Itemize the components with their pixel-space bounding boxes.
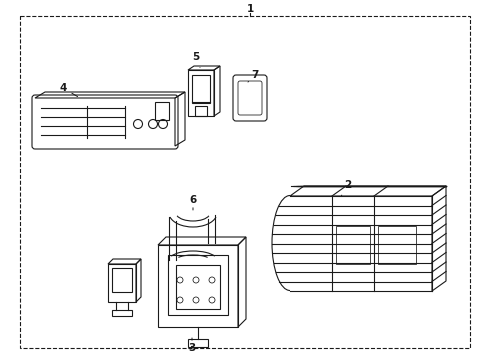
Bar (176, 265, 220, 309)
Bar (188, 70, 214, 116)
Text: 2: 2 (342, 180, 352, 195)
Bar (108, 264, 136, 302)
Bar (168, 255, 228, 315)
Bar (192, 75, 210, 103)
Text: 7: 7 (248, 70, 259, 82)
Text: 3: 3 (188, 338, 196, 353)
Text: 1: 1 (246, 4, 254, 14)
Bar (112, 268, 132, 292)
Bar (155, 102, 169, 120)
Bar (336, 226, 370, 264)
Bar (188, 339, 208, 347)
Bar (158, 245, 238, 327)
Bar (112, 310, 132, 316)
Text: 6: 6 (189, 195, 196, 210)
Text: 4: 4 (59, 83, 77, 96)
Bar (195, 106, 207, 116)
Bar (378, 226, 416, 264)
Text: 5: 5 (193, 52, 200, 67)
